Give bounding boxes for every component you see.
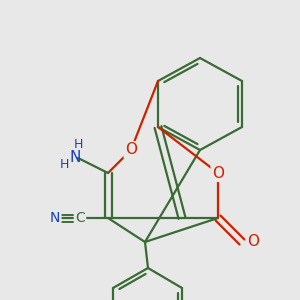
- Text: H: H: [73, 137, 83, 151]
- Text: N: N: [69, 151, 81, 166]
- Text: H: H: [59, 158, 69, 170]
- Text: C: C: [75, 211, 85, 225]
- Text: O: O: [125, 142, 137, 158]
- Text: O: O: [247, 235, 259, 250]
- Text: N: N: [50, 211, 60, 225]
- Text: O: O: [212, 166, 224, 181]
